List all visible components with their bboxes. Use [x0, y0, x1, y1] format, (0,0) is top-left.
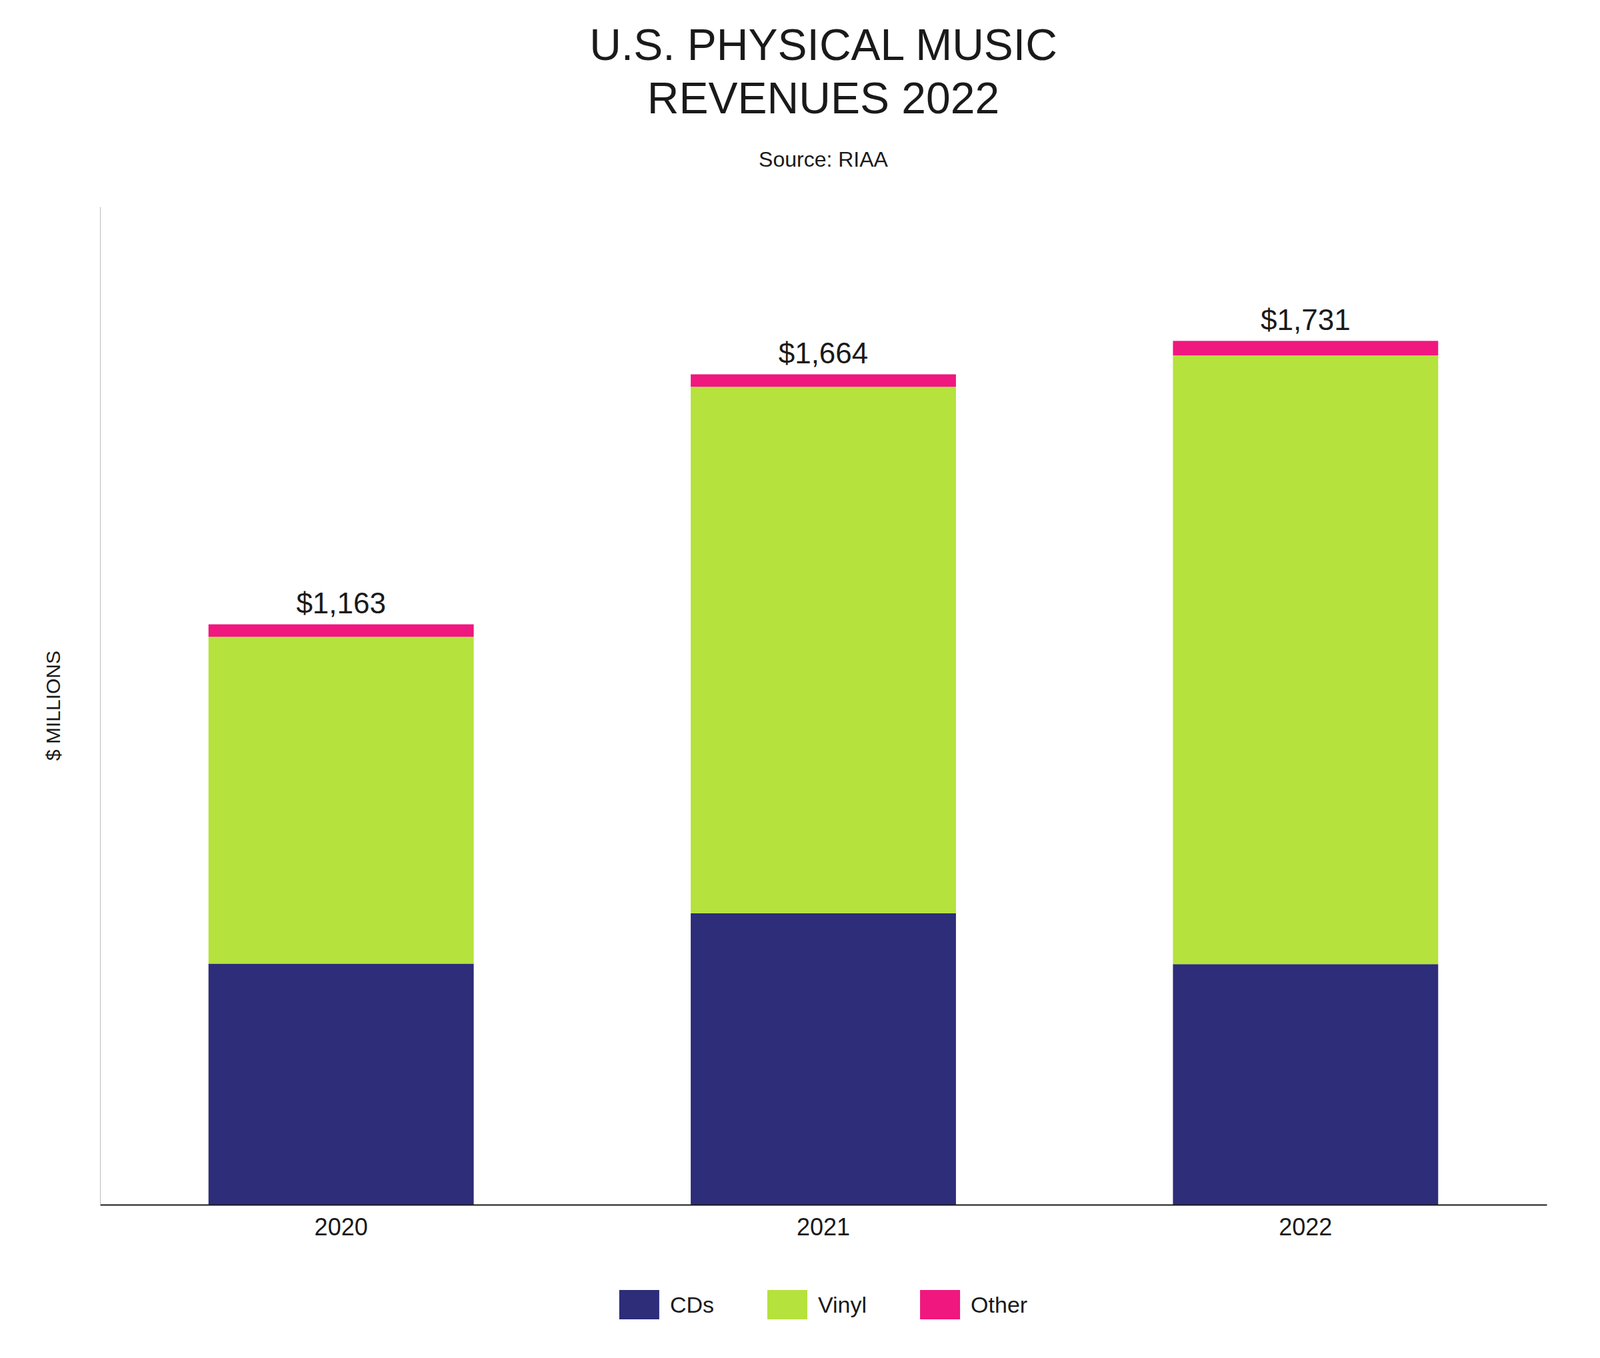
y-axis-line: [100, 207, 101, 1206]
x-axis: 2020 2021 2022: [100, 1205, 1548, 1241]
legend-label: Vinyl: [818, 1292, 867, 1318]
chart-container: 2020 2021 2022 $1,163 $1,664 $1,731 U.S. PHYSI…: [0, 0, 1600, 1358]
bar: [690, 913, 956, 1205]
x-axis-line: [100, 1204, 1548, 1206]
x-tick: 2020: [314, 1213, 368, 1241]
bar: [208, 636, 474, 964]
x-tick-label: 2021: [796, 1213, 850, 1241]
title-line: U.S. PHYSICAL MUSIC: [589, 20, 1058, 70]
title: U.S. PHYSICAL MUSICREVENUES 2022: [589, 20, 1058, 123]
bar: [690, 374, 956, 387]
x-tick-label: 2020: [314, 1213, 368, 1241]
bar-series: [208, 355, 1439, 964]
legend-item: CDs: [619, 1290, 714, 1320]
total-label: $1,731: [1260, 303, 1351, 336]
x-tick: 2021: [796, 1213, 850, 1241]
bar: [208, 963, 474, 1205]
bar: [1172, 964, 1438, 1205]
total-label: $1,664: [778, 336, 869, 370]
chart-svg: 2020 2021 2022 $1,163 $1,664 $1,731 U.S. PHYSI…: [0, 0, 1600, 1358]
y-axis-title: $ MILLIONS: [42, 650, 64, 761]
legend-swatch: [920, 1290, 960, 1320]
legend-label: CDs: [670, 1292, 714, 1318]
legend: CDs Vinyl Other: [619, 1290, 1028, 1320]
bar: [1172, 355, 1438, 964]
title-line: REVENUES 2022: [647, 73, 1000, 123]
x-tick: 2022: [1278, 1213, 1332, 1241]
bar: [690, 386, 956, 914]
y-axis: [100, 207, 101, 1206]
legend-label: Other: [970, 1292, 1028, 1318]
legend-swatch: [767, 1290, 808, 1320]
subtitle: Source: RIAA: [758, 147, 889, 172]
total-labels: $1,163 $1,664 $1,731: [296, 303, 1350, 620]
bar: [208, 624, 474, 637]
bar-series: [208, 340, 1439, 637]
legend-item: Vinyl: [767, 1290, 867, 1320]
bars: [208, 340, 1439, 1205]
bar: [1172, 340, 1438, 356]
x-tick-label: 2022: [1278, 1213, 1332, 1241]
legend-swatch: [619, 1290, 660, 1320]
background: [0, 0, 1600, 1358]
legend-item: Other: [920, 1290, 1028, 1320]
total-label: $1,163: [296, 586, 386, 620]
